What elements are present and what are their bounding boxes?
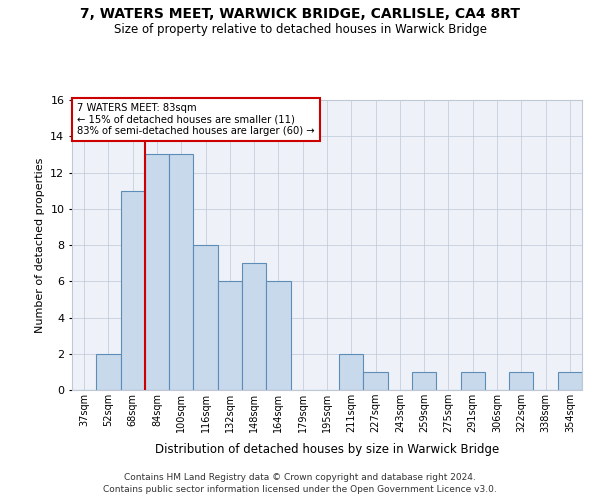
Bar	[145, 154, 169, 390]
Bar	[242, 263, 266, 390]
Text: 7, WATERS MEET, WARWICK BRIDGE, CARLISLE, CA4 8RT: 7, WATERS MEET, WARWICK BRIDGE, CARLISLE…	[80, 8, 520, 22]
Bar	[364, 372, 388, 390]
Bar	[509, 372, 533, 390]
Bar	[461, 372, 485, 390]
Text: Size of property relative to detached houses in Warwick Bridge: Size of property relative to detached ho…	[113, 22, 487, 36]
Bar	[96, 354, 121, 390]
Text: 7 WATERS MEET: 83sqm
← 15% of detached houses are smaller (11)
83% of semi-detac: 7 WATERS MEET: 83sqm ← 15% of detached h…	[77, 103, 315, 136]
Bar	[218, 281, 242, 390]
Bar	[193, 245, 218, 390]
Bar	[558, 372, 582, 390]
Text: Distribution of detached houses by size in Warwick Bridge: Distribution of detached houses by size …	[155, 442, 499, 456]
Bar	[121, 190, 145, 390]
Bar	[339, 354, 364, 390]
Bar	[412, 372, 436, 390]
Bar	[169, 154, 193, 390]
Text: Contains HM Land Registry data © Crown copyright and database right 2024.: Contains HM Land Registry data © Crown c…	[124, 472, 476, 482]
Y-axis label: Number of detached properties: Number of detached properties	[35, 158, 44, 332]
Text: Contains public sector information licensed under the Open Government Licence v3: Contains public sector information licen…	[103, 485, 497, 494]
Bar	[266, 281, 290, 390]
